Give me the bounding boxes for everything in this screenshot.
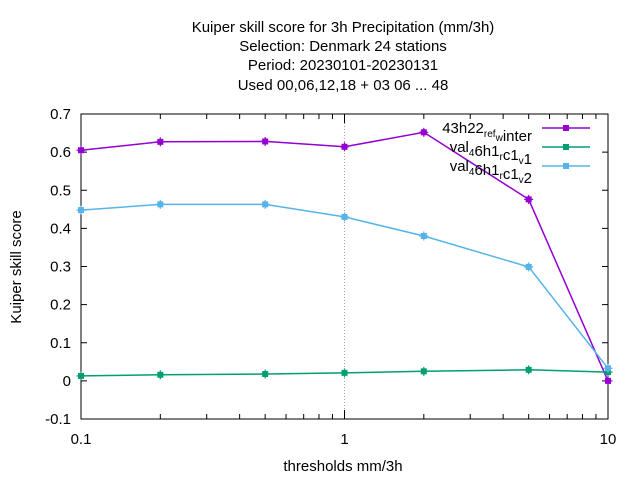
legend-swatch-marker xyxy=(563,144,569,150)
y-tick-label: 0.7 xyxy=(50,106,71,123)
title-line-4: Used 00,06,12,18 + 03 06 ... 48 xyxy=(238,77,449,94)
chart-title: Kuiper skill score for 3h Precipitation … xyxy=(192,19,495,94)
y-tick-label: -0.1 xyxy=(45,411,71,428)
legend-swatch-marker xyxy=(563,163,569,169)
x-tick-label: 10 xyxy=(600,431,617,448)
legend-entry-1: val46h1rc1v1 xyxy=(450,139,590,168)
y-tick-label: 0.5 xyxy=(50,182,71,199)
y-tick-label: 0.4 xyxy=(50,220,71,237)
y-axis-label: Kuiper skill score xyxy=(8,210,25,323)
x-tick-label: 0.1 xyxy=(71,431,92,448)
x-tick-label: 1 xyxy=(340,431,348,448)
y-tick-label: 0.2 xyxy=(50,297,71,314)
legend-entry-0: 43h22refwinter xyxy=(442,120,590,145)
title-line-1: Kuiper skill score for 3h Precipitation … xyxy=(192,19,495,36)
x-axis-label: thresholds mm/3h xyxy=(283,458,402,475)
series-2 xyxy=(76,199,613,373)
y-tick-label: 0.1 xyxy=(50,335,71,352)
y-tick-label: 0.6 xyxy=(50,144,71,161)
legend-label: 43h22refwinter xyxy=(442,120,532,145)
series-0 xyxy=(76,127,613,386)
title-line-3: Period: 20230101-20230131 xyxy=(248,57,438,74)
legend-entry-2: val46h1rc1v2 xyxy=(450,158,590,187)
legend-label: val46h1rc1v2 xyxy=(450,158,532,187)
legend-label: val46h1rc1v1 xyxy=(450,139,532,168)
y-tick-label: 0 xyxy=(63,373,71,390)
y-tick-label: 0.3 xyxy=(50,259,71,276)
title-line-2: Selection: Denmark 24 stations xyxy=(239,38,447,55)
axis-ticks: -0.1 0 0.1 0.2 0.3 0.4 0.5 0.6 0.7 0.1 1 10 xyxy=(45,106,616,448)
legend-swatch-marker xyxy=(563,125,569,131)
series-group xyxy=(76,127,613,386)
